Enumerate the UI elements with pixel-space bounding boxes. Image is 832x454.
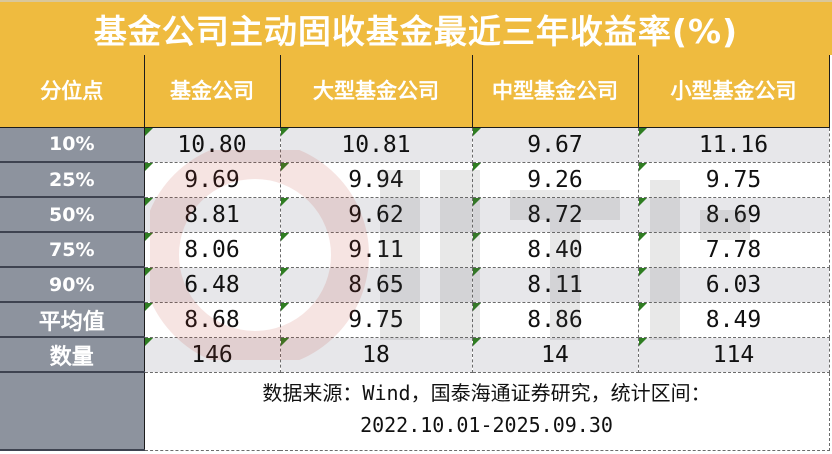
- cell-value: 9.75: [637, 161, 830, 198]
- header-percentile: 分位点: [0, 55, 145, 128]
- cell-value: 7.78: [637, 231, 830, 268]
- header-large-companies: 大型基金公司: [279, 55, 473, 128]
- row-label: 90%: [0, 267, 145, 303]
- cell-value: 14: [471, 336, 639, 373]
- cell-marker-icon: [280, 197, 289, 206]
- cell-value: 6.48: [143, 266, 281, 303]
- cell-marker-icon: [280, 337, 289, 346]
- cell-value: 9.26: [471, 161, 639, 198]
- cell-marker-icon: [638, 162, 647, 171]
- header-small-companies: 小型基金公司: [637, 55, 830, 128]
- cell-marker-icon: [638, 232, 647, 241]
- table-row: 75% 8.06 9.11 8.40 7.78: [0, 231, 830, 268]
- cell-marker-icon: [144, 232, 153, 241]
- cell-value: 11.16: [637, 126, 830, 163]
- row-label: 平均值: [0, 302, 145, 338]
- cell-marker-icon: [280, 127, 289, 136]
- cell-value: 9.94: [279, 161, 473, 198]
- table-row: 平均值 8.68 9.75 8.86 8.49: [0, 301, 830, 338]
- cell-marker-icon: [638, 127, 647, 136]
- table-title: 基金公司主动固收基金最近三年收益率(%): [0, 0, 832, 55]
- source-note: 数据来源：Wind，国泰海通证券研究，统计区间： 2022.10.01-2025…: [143, 371, 830, 451]
- cell-marker-icon: [638, 302, 647, 311]
- row-label: 50%: [0, 197, 145, 233]
- cell-marker-icon: [280, 267, 289, 276]
- cell-value: 8.49: [637, 301, 830, 338]
- cell-value: 8.65: [279, 266, 473, 303]
- cell-value: 8.81: [143, 196, 281, 233]
- cell-value: 6.03: [637, 266, 830, 303]
- cell-marker-icon: [472, 197, 481, 206]
- cell-marker-icon: [472, 302, 481, 311]
- cell-value: 8.68: [143, 301, 281, 338]
- row-label: 10%: [0, 127, 145, 163]
- source-row: 数据来源：Wind，国泰海通证券研究，统计区间： 2022.10.01-2025…: [0, 371, 830, 451]
- cell-marker-icon: [280, 232, 289, 241]
- cell-marker-icon: [144, 337, 153, 346]
- cell-value: 8.72: [471, 196, 639, 233]
- cell-value: 18: [279, 336, 473, 373]
- cell-value: 114: [637, 336, 830, 373]
- source-note-line2: 2022.10.01-2025.09.30: [360, 412, 613, 437]
- cell-marker-icon: [280, 162, 289, 171]
- header-medium-companies: 中型基金公司: [471, 55, 639, 128]
- cell-value: 9.69: [143, 161, 281, 198]
- cell-marker-icon: [638, 267, 647, 276]
- table-row: 10% 10.80 10.81 9.67 11.16: [0, 126, 830, 163]
- table-row: 50% 8.81 9.62 8.72 8.69: [0, 196, 830, 233]
- cell-value: 9.11: [279, 231, 473, 268]
- cell-marker-icon: [638, 197, 647, 206]
- cell-value: 9.62: [279, 196, 473, 233]
- returns-table: 分位点 基金公司 大型基金公司 中型基金公司 小型基金公司 10% 10.80 …: [0, 55, 830, 451]
- cell-value: 9.67: [471, 126, 639, 163]
- table-row: 90% 6.48 8.65 8.11 6.03: [0, 266, 830, 303]
- cell-marker-icon: [144, 267, 153, 276]
- cell-value: 8.40: [471, 231, 639, 268]
- header-all-companies: 基金公司: [143, 55, 281, 128]
- cell-marker-icon: [638, 337, 647, 346]
- table-row: 25% 9.69 9.94 9.26 9.75: [0, 161, 830, 198]
- cell-marker-icon: [472, 127, 481, 136]
- row-label: 75%: [0, 232, 145, 268]
- cell-value: 146: [143, 336, 281, 373]
- header-row: 分位点 基金公司 大型基金公司 中型基金公司 小型基金公司: [0, 55, 830, 128]
- cell-value: 8.69: [637, 196, 830, 233]
- table-row: 数量 146 18 14 114: [0, 336, 830, 373]
- row-label: 25%: [0, 162, 145, 198]
- cell-marker-icon: [472, 267, 481, 276]
- source-row-label-blank: [0, 372, 145, 451]
- cell-marker-icon: [472, 232, 481, 241]
- cell-value: 9.75: [279, 301, 473, 338]
- cell-value: 8.11: [471, 266, 639, 303]
- row-label: 数量: [0, 337, 145, 373]
- cell-value: 8.86: [471, 301, 639, 338]
- source-note-line1: 数据来源：Wind，国泰海通证券研究，统计区间：: [262, 380, 711, 405]
- cell-marker-icon: [144, 162, 153, 171]
- cell-marker-icon: [280, 302, 289, 311]
- cell-marker-icon: [472, 162, 481, 171]
- cell-marker-icon: [472, 337, 481, 346]
- cell-marker-icon: [144, 127, 153, 136]
- cell-marker-icon: [144, 197, 153, 206]
- cell-value: 10.81: [279, 126, 473, 163]
- cell-marker-icon: [144, 302, 153, 311]
- cell-value: 10.80: [143, 126, 281, 163]
- cell-value: 8.06: [143, 231, 281, 268]
